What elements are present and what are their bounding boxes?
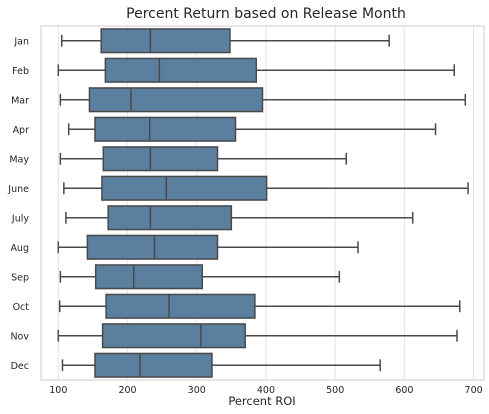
y-tick-labels: Jan Feb Mar Apr May June July Aug Sep Oct Nov Dec [7,36,29,372]
box-july [65,205,414,231]
y-tick-label: Dec [11,361,29,372]
y-tick-label: Aug [10,243,29,254]
box-mar [59,87,467,113]
box-june [63,175,469,201]
iqr-box [102,146,219,172]
y-tick-label: July [11,213,29,224]
y-tick-label: Mar [11,95,29,106]
y-tick-label: Sep [11,272,29,283]
box-series [57,28,469,378]
y-tick-label: Nov [10,331,29,342]
x-tick-label: 600 [395,385,413,396]
chart-title: Percent Return based on Release Month [126,6,406,22]
iqr-box [88,87,264,113]
x-tick-label: 100 [49,385,67,396]
iqr-box [105,293,256,319]
grid-lines [57,26,475,380]
x-tick-label: 200 [118,385,136,396]
y-tick-label: June [7,184,29,195]
box-sep [59,264,341,290]
x-tick-label: 500 [326,385,344,396]
iqr-box [107,205,233,231]
iqr-box [104,57,258,83]
iqr-box [101,323,246,349]
iqr-box [94,116,237,142]
box-oct [58,293,461,319]
iqr-box [94,264,204,290]
box-nov [57,323,458,349]
box-dec [61,352,381,378]
x-tick-labels: 100 200 300 400 500 600 700 [49,385,482,396]
iqr-box [101,175,268,201]
x-tick-label: 400 [257,385,275,396]
box-may [59,146,348,172]
y-tick-label: Oct [13,302,30,313]
iqr-box [94,352,213,378]
y-tick-label: Apr [13,125,30,136]
y-tick-label: Jan [13,36,29,47]
x-axis-label: Percent ROI [228,394,295,408]
plot-frame [40,25,485,381]
box-feb [57,57,455,83]
iqr-box [100,28,231,54]
iqr-box [86,234,219,260]
x-tick-label: 700 [465,385,483,396]
box-aug [57,234,359,260]
box-apr [67,116,437,142]
y-tick-label: May [9,154,29,165]
x-tick-label: 300 [188,385,206,396]
box-jan [61,28,390,54]
y-tick-label: Feb [12,66,29,77]
